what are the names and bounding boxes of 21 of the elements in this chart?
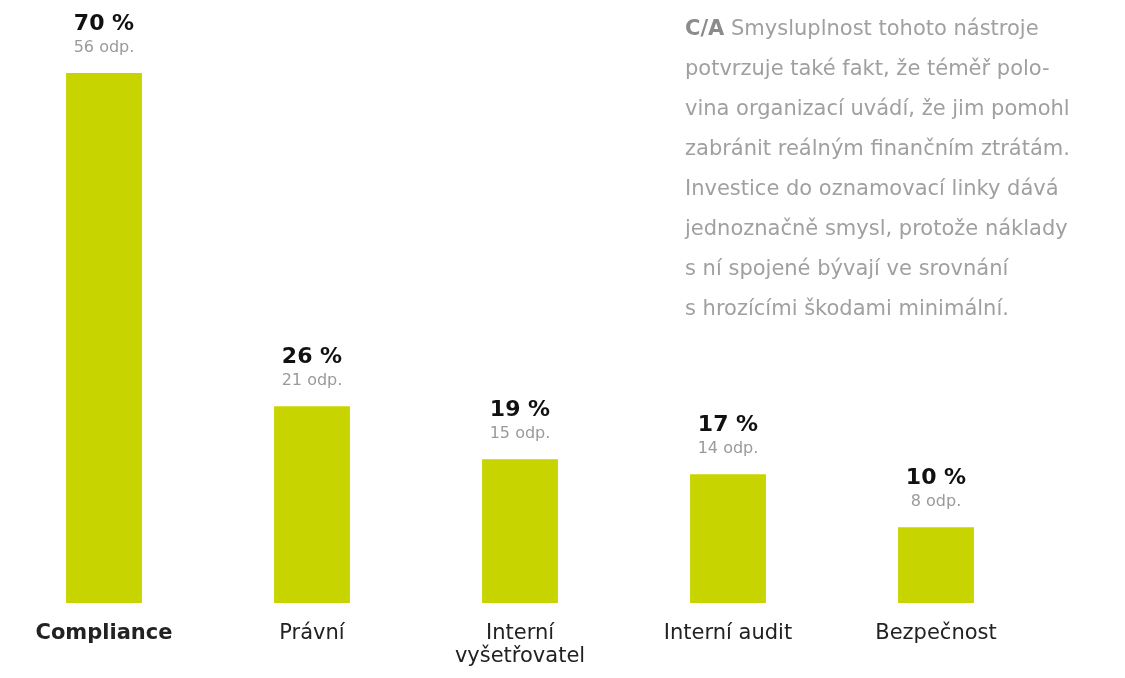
- x-tick-label: Interní audit: [663, 619, 793, 644]
- x-tick-label: Interní vyšetřovatel: [454, 619, 586, 667]
- annotation: 14 odp.: [697, 438, 759, 458]
- data-label: 19 %: [489, 396, 551, 422]
- bar: [482, 459, 558, 603]
- bar: [898, 527, 974, 603]
- data-label: 26 %: [281, 343, 343, 369]
- bar: [66, 73, 142, 603]
- bar: [274, 406, 350, 603]
- annotation: 21 odp.: [281, 370, 343, 390]
- data-label: 10 %: [905, 464, 967, 490]
- data-label: 17 %: [697, 411, 759, 437]
- annotation: 56 odp.: [73, 37, 135, 56]
- x-tick-label: Bezpečnost: [875, 619, 997, 644]
- x-tick-label: Právní: [279, 619, 346, 644]
- annotation: 15 odp.: [489, 423, 551, 443]
- bar: [690, 474, 766, 603]
- text: C/A Smysluplnost tohoto nástroje potvrzuje také fakt, že téměř polo- vina organizací uvádí, že jim pomohl zabránit reálným finančním ztrátám. Investice do oznamovací linky dává jednoznačně smysl, protože náklady s ní spojené bývají ve srovnání s hrozícími škodami minimální.: [685, 16, 1070, 320]
- data-label: 70 %: [73, 10, 135, 35]
- x-tick-label: Compliance: [35, 619, 173, 644]
- annotation: 8 odp.: [910, 491, 962, 511]
